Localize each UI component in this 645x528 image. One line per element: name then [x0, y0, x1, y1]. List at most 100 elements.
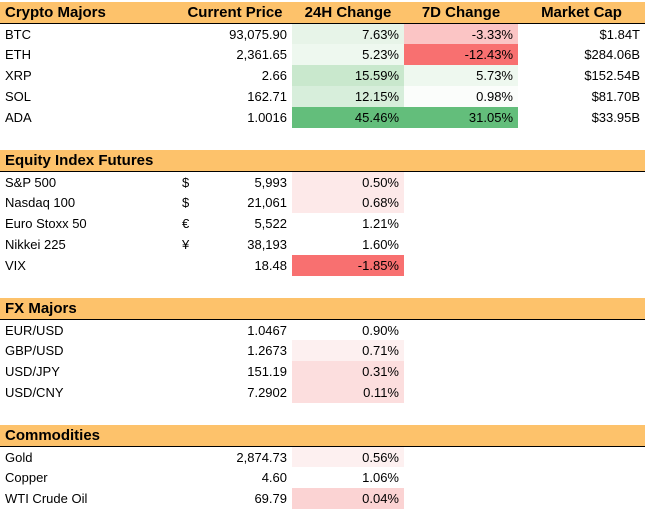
change-24h-cell[interactable]: 0.90%: [292, 320, 404, 341]
price-cell[interactable]: 162.71: [247, 89, 287, 104]
table-row[interactable]: Copper 4.60 1.06%: [0, 467, 645, 488]
price-cell[interactable]: 1.0016: [247, 110, 287, 125]
asset-name[interactable]: ADA: [5, 110, 32, 125]
price-cell[interactable]: 7.2902: [247, 385, 287, 400]
table-row[interactable]: WTI Crude Oil 69.79 0.04%: [0, 488, 645, 509]
currency-symbol: $: [182, 175, 190, 190]
column-header-7d-change[interactable]: 7D Change: [421, 4, 501, 21]
table-row[interactable]: Gold 2,874.73 0.56%: [0, 446, 645, 468]
price-value: 5,993: [254, 175, 287, 190]
price-cell[interactable]: 2,361.65: [236, 47, 287, 62]
price-cell[interactable]: €5,522: [178, 213, 292, 234]
price-cell[interactable]: 69.79: [254, 491, 287, 506]
asset-name[interactable]: VIX: [5, 258, 26, 273]
change-7d-cell[interactable]: 0.98%: [404, 86, 518, 107]
table-row[interactable]: USD/JPY 151.19 0.31%: [0, 361, 645, 382]
market-cap-cell[interactable]: $81.70B: [591, 89, 640, 104]
price-cell[interactable]: 18.48: [178, 255, 292, 276]
asset-name[interactable]: S&P 500: [5, 175, 57, 190]
change-7d-cell[interactable]: 31.05%: [404, 107, 518, 128]
table-row[interactable]: S&P 500 $5,993 0.50%: [0, 171, 645, 193]
asset-name[interactable]: EUR/USD: [5, 323, 64, 338]
change-24h-cell[interactable]: 45.46%: [292, 107, 404, 128]
change-24h-cell[interactable]: 0.31%: [292, 361, 404, 382]
price-value: 38,193: [247, 237, 287, 252]
column-header-24h-change[interactable]: 24H Change: [304, 4, 392, 21]
change-24h-cell[interactable]: 12.15%: [292, 86, 404, 107]
change-24h-cell[interactable]: 0.71%: [292, 340, 404, 361]
table-row[interactable]: Euro Stoxx 50 €5,522 1.21%: [0, 213, 645, 234]
asset-name[interactable]: Gold: [5, 450, 33, 465]
section-title[interactable]: Commodities: [5, 427, 101, 444]
change-24h-cell[interactable]: 1.06%: [292, 467, 404, 488]
price-cell[interactable]: 1.0467: [247, 323, 287, 338]
change-7d-cell[interactable]: -3.33%: [404, 24, 518, 45]
price-cell[interactable]: $5,993: [178, 172, 292, 193]
price-value: 5,522: [254, 216, 287, 231]
section-header-commodities[interactable]: Commodities: [0, 425, 645, 446]
table-row[interactable]: XRP 2.66 15.59% 5.73% $152.54B: [0, 65, 645, 86]
table-row[interactable]: EUR/USD 1.0467 0.90%: [0, 319, 645, 341]
table-row[interactable]: GBP/USD 1.2673 0.71%: [0, 340, 645, 361]
price-cell[interactable]: 93,075.90: [229, 27, 287, 42]
price-cell[interactable]: 4.60: [261, 470, 287, 485]
market-cap-cell[interactable]: $1.84T: [599, 27, 640, 42]
change-24h-cell[interactable]: 0.56%: [292, 447, 404, 468]
section-header-crypto[interactable]: Crypto Majors Current Price 24H Change 7…: [0, 2, 645, 23]
asset-name[interactable]: USD/JPY: [5, 364, 60, 379]
price-cell[interactable]: ¥38,193: [178, 234, 292, 255]
price-value: 21,061: [247, 195, 287, 210]
change-24h-cell[interactable]: 5.23%: [292, 44, 404, 65]
currency-symbol: ¥: [182, 237, 190, 252]
column-header-current-price[interactable]: Current Price: [187, 4, 283, 21]
change-24h-cell[interactable]: 15.59%: [292, 65, 404, 86]
asset-name[interactable]: Copper: [5, 470, 48, 485]
asset-name[interactable]: Nasdaq 100: [5, 195, 76, 210]
asset-name[interactable]: GBP/USD: [5, 343, 64, 358]
currency-symbol: €: [182, 216, 190, 231]
asset-name[interactable]: Euro Stoxx 50: [5, 216, 87, 231]
asset-name[interactable]: SOL: [5, 89, 32, 104]
column-header-market-cap[interactable]: Market Cap: [541, 4, 622, 21]
section-header-fx[interactable]: FX Majors: [0, 298, 645, 319]
asset-name[interactable]: BTC: [5, 27, 31, 42]
market-cap-cell[interactable]: $284.06B: [584, 47, 640, 62]
table-row[interactable]: Nikkei 225 ¥38,193 1.60%: [0, 234, 645, 255]
asset-name[interactable]: Nikkei 225: [5, 237, 66, 252]
price-cell[interactable]: 151.19: [247, 364, 287, 379]
price-cell[interactable]: $21,061: [178, 192, 292, 213]
price-value: 18.48: [254, 258, 287, 273]
price-cell[interactable]: 2.66: [261, 68, 287, 83]
table-row[interactable]: BTC 93,075.90 7.63% -3.33% $1.84T: [0, 23, 645, 45]
table-row[interactable]: ETH 2,361.65 5.23% -12.43% $284.06B: [0, 44, 645, 65]
change-24h-cell[interactable]: 0.68%: [292, 192, 404, 213]
change-24h-cell[interactable]: 7.63%: [292, 24, 404, 45]
price-cell[interactable]: 1.2673: [247, 343, 287, 358]
change-7d-cell[interactable]: 5.73%: [404, 65, 518, 86]
asset-name[interactable]: XRP: [5, 68, 32, 83]
table-row[interactable]: SOL 162.71 12.15% 0.98% $81.70B: [0, 86, 645, 107]
table-row[interactable]: USD/CNY 7.2902 0.11%: [0, 382, 645, 403]
change-24h-cell[interactable]: 1.60%: [292, 234, 404, 255]
table-row[interactable]: Nasdaq 100 $21,061 0.68%: [0, 192, 645, 213]
change-24h-cell[interactable]: 0.04%: [292, 488, 404, 509]
change-24h-cell[interactable]: 0.11%: [292, 382, 404, 403]
change-24h-cell[interactable]: -1.85%: [292, 255, 404, 276]
price-cell[interactable]: 2,874.73: [236, 450, 287, 465]
asset-name[interactable]: USD/CNY: [5, 385, 64, 400]
change-24h-cell[interactable]: 1.21%: [292, 213, 404, 234]
asset-name[interactable]: WTI Crude Oil: [5, 491, 88, 506]
table-row[interactable]: VIX 18.48 -1.85%: [0, 255, 645, 276]
section-title[interactable]: Equity Index Futures: [5, 152, 154, 169]
currency-symbol: $: [182, 195, 190, 210]
section-title[interactable]: FX Majors: [5, 300, 77, 317]
asset-name[interactable]: ETH: [5, 47, 31, 62]
change-7d-cell[interactable]: -12.43%: [404, 44, 518, 65]
change-24h-cell[interactable]: 0.50%: [292, 172, 404, 193]
market-cap-cell[interactable]: $152.54B: [584, 68, 640, 83]
table-row[interactable]: ADA 1.0016 45.46% 31.05% $33.95B: [0, 107, 645, 128]
section-header-equity[interactable]: Equity Index Futures: [0, 150, 645, 171]
section-title[interactable]: Crypto Majors: [5, 4, 106, 21]
market-cap-cell[interactable]: $33.95B: [591, 110, 640, 125]
